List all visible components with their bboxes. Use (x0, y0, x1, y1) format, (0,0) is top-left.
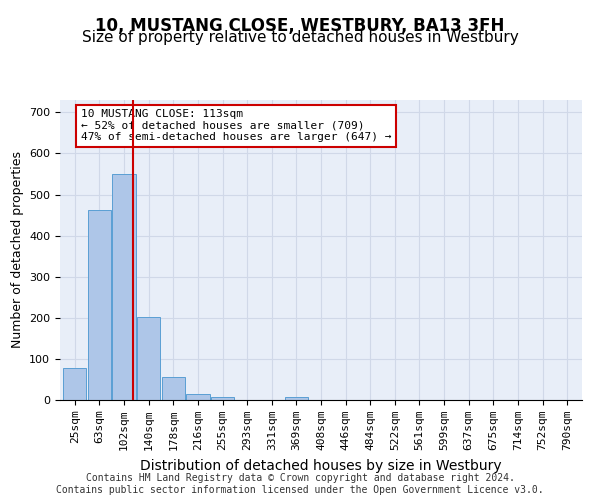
Bar (284, 396, 308, 400)
Bar (63, 368, 86, 400)
Text: 10 MUSTANG CLOSE: 113sqm
← 52% of detached houses are smaller (709)
47% of semi-: 10 MUSTANG CLOSE: 113sqm ← 52% of detach… (81, 109, 391, 142)
Bar (112, 174, 136, 400)
Bar (161, 378, 185, 400)
Text: Contains HM Land Registry data © Crown copyright and database right 2024.
Contai: Contains HM Land Registry data © Crown c… (56, 474, 544, 495)
X-axis label: Distribution of detached houses by size in Westbury: Distribution of detached houses by size … (140, 458, 502, 472)
Bar (88, 210, 111, 400)
Bar (211, 396, 234, 400)
Text: 10, MUSTANG CLOSE, WESTBURY, BA13 3FH: 10, MUSTANG CLOSE, WESTBURY, BA13 3FH (95, 18, 505, 36)
Text: Size of property relative to detached houses in Westbury: Size of property relative to detached ho… (82, 30, 518, 45)
Y-axis label: Number of detached properties: Number of detached properties (11, 152, 23, 348)
Bar (186, 394, 209, 400)
Bar (137, 316, 160, 400)
